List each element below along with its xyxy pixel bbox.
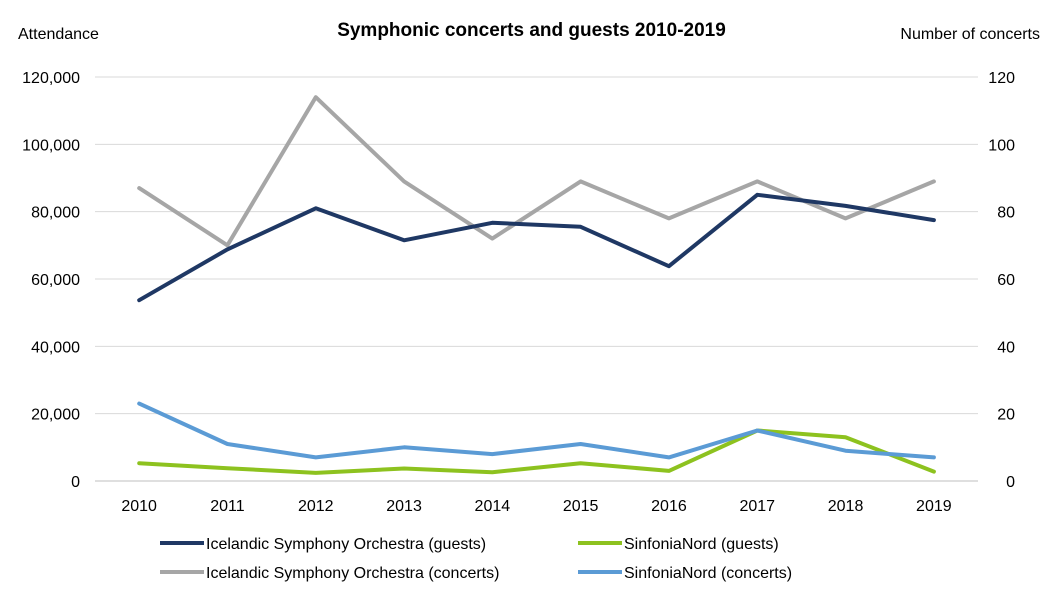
series-lines	[137, 95, 936, 475]
y-right-tick-label: 60	[997, 272, 1015, 289]
y-axis-right-title: Number of concerts	[900, 26, 1040, 43]
y-left-tick-label: 0	[71, 474, 80, 491]
legend-label: SinfoniaNord (concerts)	[624, 565, 792, 582]
x-tick-label: 2015	[563, 498, 599, 515]
y-axis-left-title: Attendance	[18, 26, 99, 43]
x-tick-label: 2016	[651, 498, 687, 515]
y-left-tick-label: 80,000	[31, 205, 80, 222]
series-line-1	[137, 192, 936, 303]
y-right-tick-label: 0	[1006, 474, 1015, 491]
gridlines	[95, 76, 978, 482]
chart-title: Symphonic concerts and guests 2010-2019	[337, 20, 726, 41]
legend-label: SinfoniaNord (guests)	[624, 536, 779, 553]
legend: Icelandic Symphony Orchestra (guests) Ice…	[160, 536, 792, 582]
legend-label: Icelandic Symphony Orchestra (concerts)	[206, 565, 499, 582]
y-left-tick-label: 120,000	[22, 70, 80, 87]
y-left-tick-label: 60,000	[31, 272, 80, 289]
y-left-tick-label: 100,000	[22, 137, 80, 154]
legend-label: Icelandic Symphony Orchestra (guests)	[206, 536, 486, 553]
x-tick-label: 2013	[386, 498, 422, 515]
y-left-tick-label: 20,000	[31, 407, 80, 424]
y-right-tick-label: 80	[997, 205, 1015, 222]
axis-ticks: 0 0 20,000 20 40,000 40 60,000 60 80,000 80 100,00…	[22, 70, 1015, 515]
x-tick-label: 2017	[739, 498, 775, 515]
series-line-4	[137, 401, 936, 460]
x-tick-label: 2012	[298, 498, 334, 515]
series-line-3	[137, 428, 936, 475]
y-right-tick-label: 20	[997, 407, 1015, 424]
y-right-tick-label: 40	[997, 339, 1015, 356]
x-tick-label: 2019	[916, 498, 952, 515]
y-right-tick-label: 100	[988, 137, 1015, 154]
x-tick-label: 2018	[828, 498, 864, 515]
x-tick-label: 2011	[210, 498, 245, 515]
y-left-tick-label: 40,000	[31, 339, 80, 356]
x-tick-label: 2014	[475, 498, 511, 515]
y-right-tick-label: 120	[988, 70, 1015, 87]
x-tick-label: 2010	[121, 498, 157, 515]
